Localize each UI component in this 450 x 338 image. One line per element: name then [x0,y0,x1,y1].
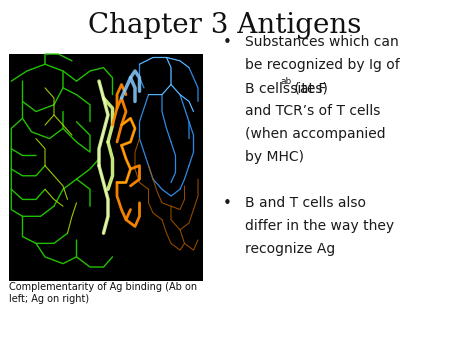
Text: sites): sites) [286,81,328,95]
Bar [9,54,202,281]
Text: B cells (at F: B cells (at F [245,81,327,95]
Text: and TCR’s of T cells: and TCR’s of T cells [245,104,381,118]
Text: (when accompanied: (when accompanied [245,127,386,141]
Text: be recognized by Ig of: be recognized by Ig of [245,58,400,72]
Text: ab: ab [281,77,292,87]
Text: by MHC): by MHC) [245,150,304,164]
Text: differ in the way they: differ in the way they [245,219,394,233]
Text: Chapter 3 Antigens: Chapter 3 Antigens [88,12,362,39]
Text: B and T cells also: B and T cells also [245,196,366,210]
Text: Complementarity of Ag binding (Ab on
left; Ag on right): Complementarity of Ag binding (Ab on lef… [9,282,197,304]
Text: Substances which can: Substances which can [245,35,399,49]
Text: •: • [223,35,232,50]
Text: •: • [223,196,232,211]
Text: recognize Ag: recognize Ag [245,242,336,256]
